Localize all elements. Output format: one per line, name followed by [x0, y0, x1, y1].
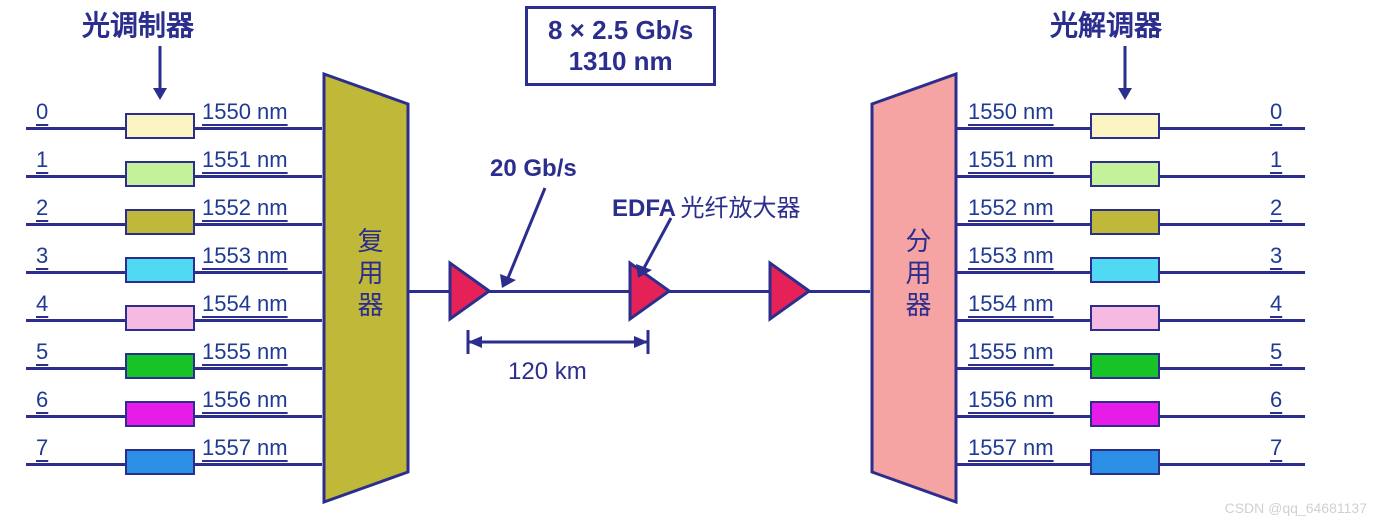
left-channel-line	[26, 127, 125, 130]
left-channel-number: 6	[36, 387, 48, 413]
left-wavelength-label: 1552 nm	[202, 195, 288, 221]
edfa-amplifier-icon	[770, 263, 809, 324]
demodulator-box	[1090, 305, 1160, 331]
right-channel-line-tail	[1160, 127, 1305, 130]
right-wavelength-label: 1555 nm	[968, 339, 1054, 365]
left-channel-number: 2	[36, 195, 48, 221]
modulator-box	[125, 257, 195, 283]
modulator-box	[125, 305, 195, 331]
right-wavelength-label: 1554 nm	[968, 291, 1054, 317]
modulator-box	[125, 113, 195, 139]
demodulator-box	[1090, 257, 1160, 283]
arrow-down-icon	[150, 46, 170, 107]
multiplexer-label: 复用器	[351, 227, 388, 323]
right-channel-line-tail	[1160, 367, 1305, 370]
left-wavelength-label: 1555 nm	[202, 339, 288, 365]
distance-label: 120 km	[508, 358, 587, 386]
left-channel-line	[26, 175, 125, 178]
left-channel-line	[26, 271, 125, 274]
rate-pointer-icon	[500, 188, 570, 303]
demodulator-box	[1090, 353, 1160, 379]
left-channel-line-tail	[195, 367, 322, 370]
left-title: 光调制器	[82, 4, 194, 44]
left-channel-line-tail	[195, 175, 322, 178]
right-channel-number: 2	[1270, 195, 1282, 221]
right-channel-line	[956, 223, 1090, 226]
left-channel-line	[26, 463, 125, 466]
demultiplexer-label: 分用器	[899, 227, 936, 323]
demodulator-box	[1090, 113, 1160, 139]
modulator-box	[125, 209, 195, 235]
right-channel-line	[956, 127, 1090, 130]
modulator-box	[125, 161, 195, 187]
left-channel-line-tail	[195, 319, 322, 322]
modulator-box	[125, 449, 195, 475]
right-channel-line	[956, 415, 1090, 418]
demodulator-box	[1090, 401, 1160, 427]
right-channel-line-tail	[1160, 415, 1305, 418]
info-line2: 1310 nm	[548, 46, 693, 77]
left-channel-line-tail	[195, 223, 322, 226]
left-channel-number: 5	[36, 339, 48, 365]
left-channel-line	[26, 367, 125, 370]
right-channel-line	[956, 367, 1090, 370]
left-wavelength-label: 1550 nm	[202, 99, 288, 125]
right-channel-number: 1	[1270, 147, 1282, 173]
right-channel-number: 5	[1270, 339, 1282, 365]
demodulator-box	[1090, 161, 1160, 187]
edfa-amplifier-icon	[450, 263, 489, 324]
left-channel-line-tail	[195, 127, 322, 130]
right-channel-number: 3	[1270, 243, 1282, 269]
right-wavelength-label: 1553 nm	[968, 243, 1054, 269]
right-wavelength-label: 1550 nm	[968, 99, 1054, 125]
left-channel-line	[26, 319, 125, 322]
right-channel-line	[956, 463, 1090, 466]
left-wavelength-label: 1553 nm	[202, 243, 288, 269]
right-channel-line-tail	[1160, 319, 1305, 322]
right-wavelength-label: 1552 nm	[968, 195, 1054, 221]
left-wavelength-label: 1551 nm	[202, 147, 288, 173]
left-channel-line-tail	[195, 271, 322, 274]
right-channel-line-tail	[1160, 223, 1305, 226]
left-channel-number: 0	[36, 99, 48, 125]
left-channel-line	[26, 415, 125, 418]
right-channel-line	[956, 319, 1090, 322]
rate-label: 20 Gb/s	[490, 155, 577, 183]
right-wavelength-label: 1557 nm	[968, 435, 1054, 461]
right-channel-number: 6	[1270, 387, 1282, 413]
right-channel-number: 4	[1270, 291, 1282, 317]
demodulator-box	[1090, 209, 1160, 235]
left-channel-number: 1	[36, 147, 48, 173]
right-channel-line-tail	[1160, 463, 1305, 466]
right-channel-line	[956, 271, 1090, 274]
right-wavelength-label: 1556 nm	[968, 387, 1054, 413]
left-wavelength-label: 1557 nm	[202, 435, 288, 461]
right-channel-line	[956, 175, 1090, 178]
left-wavelength-label: 1554 nm	[202, 291, 288, 317]
right-wavelength-label: 1551 nm	[968, 147, 1054, 173]
demodulator-box	[1090, 449, 1160, 475]
arrow-down-icon	[1115, 46, 1135, 107]
info-line1: 8 × 2.5 Gb/s	[548, 15, 693, 46]
left-channel-number: 7	[36, 435, 48, 461]
left-channel-line-tail	[195, 415, 322, 418]
modulator-box	[125, 401, 195, 427]
watermark-text: CSDN @qq_64681137	[1225, 500, 1367, 516]
info-box: 8 × 2.5 Gb/s 1310 nm	[525, 6, 716, 86]
left-channel-number: 4	[36, 291, 48, 317]
left-wavelength-label: 1556 nm	[202, 387, 288, 413]
right-channel-number: 7	[1270, 435, 1282, 461]
right-channel-line-tail	[1160, 175, 1305, 178]
modulator-box	[125, 353, 195, 379]
right-channel-number: 0	[1270, 99, 1282, 125]
right-channel-line-tail	[1160, 271, 1305, 274]
edfa-pointer-icon	[636, 218, 686, 293]
edfa-desc: 光纤放大器	[680, 195, 800, 222]
left-channel-line-tail	[195, 463, 322, 466]
left-channel-number: 3	[36, 243, 48, 269]
right-title: 光解调器	[1050, 4, 1162, 44]
diagram-stage: 光调制器 光解调器 0 1550 nm 1 1551 nm 2 1552 nm 3 1553 n…	[0, 0, 1377, 522]
left-channel-line	[26, 223, 125, 226]
